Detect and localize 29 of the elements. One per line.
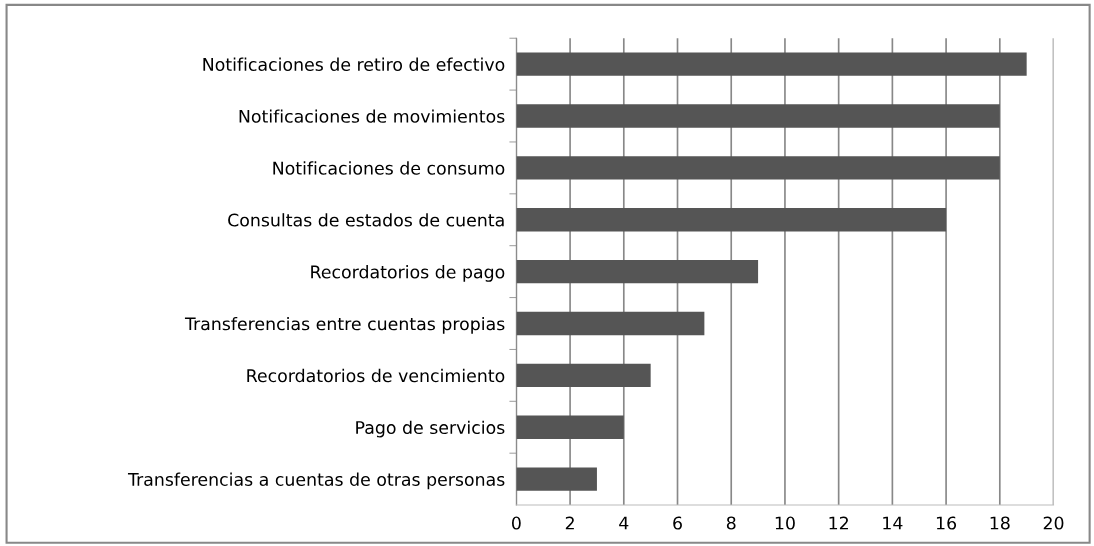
- bar: [516, 363, 651, 388]
- x-tick-label: 14: [883, 516, 903, 530]
- bar: [516, 52, 1027, 76]
- y-tick-label: Notificaciones de movimientos: [239, 109, 505, 123]
- bar: [516, 467, 597, 491]
- x-tick-label: 18: [990, 516, 1010, 530]
- x-tick-label: 4: [619, 516, 629, 530]
- x-tick-label: 16: [936, 516, 957, 530]
- bar: [516, 104, 1000, 128]
- y-tick-label: Recordatorios de pago: [311, 265, 505, 282]
- y-tick-label: Transferencias a cuentas de otras personas: [127, 472, 505, 490]
- y-tick-label: Notificaciones de retiro de efectivo: [203, 57, 505, 71]
- bar: [516, 259, 759, 284]
- x-tick-label: 0: [511, 516, 521, 530]
- y-tick-label: Consultas de estados de cuenta: [228, 213, 504, 227]
- bar: [516, 415, 624, 439]
- x-tick-label: 8: [726, 516, 736, 530]
- x-tick-label: 20: [1043, 516, 1064, 530]
- bar: [516, 208, 947, 232]
- x-tick-label: 12: [829, 516, 848, 530]
- bar: [516, 311, 705, 336]
- x-tick-label: 6: [673, 516, 682, 530]
- y-tick-label: Notificaciones de consumo: [273, 161, 505, 175]
- y-tick-label: Transferencias entre cuentas propias: [184, 316, 505, 334]
- y-tick-label: Pago de servicios: [356, 420, 505, 438]
- bar: [516, 156, 1000, 180]
- x-tick-label: 10: [775, 516, 795, 530]
- y-tick-label: Recordatorios de vencimiento: [247, 368, 505, 383]
- x-tick-label: 2: [565, 516, 574, 530]
